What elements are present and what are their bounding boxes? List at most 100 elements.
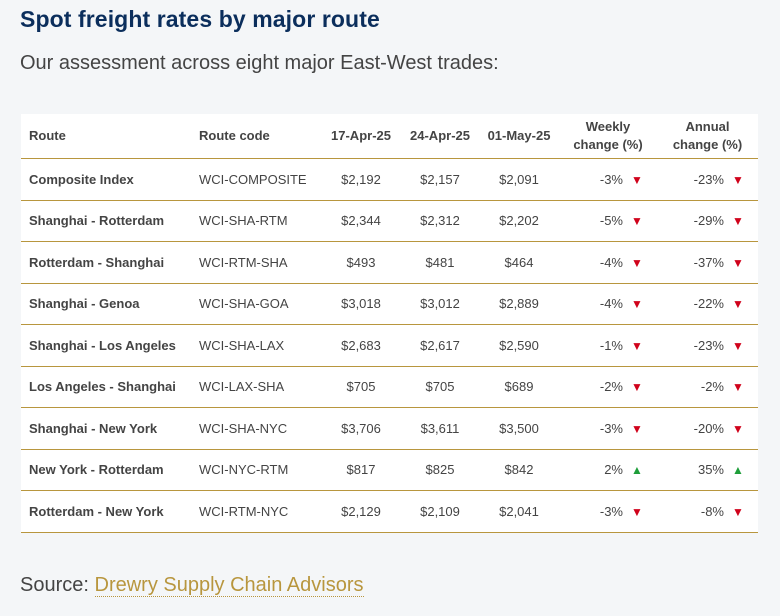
page-subtitle: Our assessment across eight major East-W… [20, 52, 499, 74]
weekly-change-cell: -5% ▼ [559, 200, 657, 242]
triangle-down-icon: ▼ [732, 380, 744, 395]
route-code-cell: WCI-SHA-NYC [193, 407, 321, 450]
rate-cell-date-2: $705 [401, 366, 479, 408]
rate-cell-date-2: $481 [401, 241, 479, 284]
annual-change-cell: -23% ▼ [657, 324, 758, 367]
table-body: Composite Index WCI-COMPOSITE $2,192 $2,157… [21, 158, 758, 533]
rate-cell-date-2: $2,617 [401, 324, 479, 367]
table-row: Shanghai - Rotterdam WCI-SHA-RTM $2,344 $2,… [21, 200, 758, 242]
page-title: Spot freight rates by major route [20, 6, 380, 32]
weekly-change-cell: -4% ▼ [559, 283, 657, 325]
rate-cell-date-3: $3,500 [479, 407, 559, 450]
route-cell: New York - Rotterdam [21, 449, 193, 491]
triangle-down-icon: ▼ [631, 504, 643, 519]
freight-rates-table-container: Route Route code 17-Apr-25 24-Apr-25 01-… [21, 114, 758, 533]
annual-change-value: -37% [693, 254, 724, 270]
triangle-down-icon: ▼ [631, 421, 643, 436]
weekly-change-value: -3% [599, 503, 623, 519]
table-row: Shanghai - Genoa WCI-SHA-GOA $3,018 $3,012 $… [21, 283, 758, 325]
weekly-change-cell: -3% ▼ [559, 158, 657, 201]
triangle-down-icon: ▼ [732, 255, 744, 270]
rate-cell-date-3: $2,590 [479, 324, 559, 367]
weekly-change-value: -4% [599, 254, 623, 270]
weekly-change-cell: -2% ▼ [559, 366, 657, 408]
annual-change-cell: -20% ▼ [657, 407, 758, 450]
route-cell: Rotterdam - New York [21, 490, 193, 533]
weekly-change-value: -5% [599, 213, 623, 229]
rate-cell-date-3: $689 [479, 366, 559, 408]
annual-change-value: -2% [700, 379, 724, 395]
annual-change-value: -20% [693, 420, 724, 436]
table-row: Los Angeles - Shanghai WCI-LAX-SHA $705 $70… [21, 366, 758, 408]
source-link[interactable]: Drewry Supply Chain Advisors [94, 574, 364, 597]
source-label: Source: [20, 574, 89, 596]
route-cell: Rotterdam - Shanghai [21, 241, 193, 284]
rate-cell-date-3: $2,041 [479, 490, 559, 533]
weekly-change-value: -2% [599, 379, 623, 395]
table-row: Composite Index WCI-COMPOSITE $2,192 $2,157… [21, 158, 758, 201]
rate-cell-date-2: $2,157 [401, 158, 479, 201]
table-row: Shanghai - Los Angeles WCI-SHA-LAX $2,683 $… [21, 324, 758, 367]
triangle-down-icon: ▼ [631, 172, 643, 187]
header-annual-line2: change (%) [672, 137, 743, 152]
annual-change-cell: -23% ▼ [657, 158, 758, 201]
annual-change-value: -23% [693, 171, 724, 187]
rate-cell-date-1: $3,706 [321, 407, 401, 450]
table-row: Rotterdam - Shanghai WCI-RTM-SHA $493 $481 $… [21, 241, 758, 284]
triangle-down-icon: ▼ [631, 297, 643, 312]
header-annual-change: Annual change (%) [657, 114, 758, 159]
freight-rates-table: Route Route code 17-Apr-25 24-Apr-25 01-… [21, 114, 758, 533]
weekly-change-cell: 2% ▲ [559, 449, 657, 491]
triangle-down-icon: ▼ [631, 214, 643, 229]
annual-change-cell: -8% ▼ [657, 490, 758, 533]
weekly-change-value: -1% [599, 337, 623, 353]
route-code-cell: WCI-SHA-LAX [193, 324, 321, 367]
weekly-change-cell: -4% ▼ [559, 241, 657, 284]
rate-cell-date-3: $2,889 [479, 283, 559, 325]
annual-change-cell: -22% ▼ [657, 283, 758, 325]
weekly-change-cell: -1% ▼ [559, 324, 657, 367]
triangle-down-icon: ▼ [631, 255, 643, 270]
route-cell: Shanghai - Los Angeles [21, 324, 193, 367]
header-weekly-line2: change (%) [573, 137, 643, 152]
triangle-down-icon: ▼ [732, 297, 744, 312]
header-date-2: 24-Apr-25 [401, 114, 479, 159]
rate-cell-date-2: $3,012 [401, 283, 479, 325]
weekly-change-value: -3% [599, 420, 623, 436]
route-code-cell: WCI-RTM-SHA [193, 241, 321, 284]
rate-cell-date-1: $3,018 [321, 283, 401, 325]
route-code-cell: WCI-COMPOSITE [193, 158, 321, 201]
rate-cell-date-1: $2,129 [321, 490, 401, 533]
weekly-change-cell: -3% ▼ [559, 490, 657, 533]
rate-cell-date-2: $2,312 [401, 200, 479, 242]
rate-cell-date-1: $705 [321, 366, 401, 408]
triangle-up-icon: ▲ [732, 463, 744, 478]
header-weekly-line1: Weekly [585, 119, 631, 134]
rate-cell-date-1: $2,344 [321, 200, 401, 242]
rate-cell-date-3: $2,091 [479, 158, 559, 201]
annual-change-cell: -2% ▼ [657, 366, 758, 408]
weekly-change-value: 2% [604, 462, 623, 478]
annual-change-cell: -29% ▼ [657, 200, 758, 242]
rate-cell-date-2: $3,611 [401, 407, 479, 450]
route-code-cell: WCI-SHA-GOA [193, 283, 321, 325]
table-row: Rotterdam - New York WCI-RTM-NYC $2,129 $2,… [21, 490, 758, 533]
rate-cell-date-3: $2,202 [479, 200, 559, 242]
triangle-down-icon: ▼ [732, 338, 744, 353]
header-annual-line1: Annual [685, 119, 730, 134]
weekly-change-value: -4% [599, 296, 623, 312]
route-code-cell: WCI-SHA-RTM [193, 200, 321, 242]
route-cell: Shanghai - Genoa [21, 283, 193, 325]
table-header: Route Route code 17-Apr-25 24-Apr-25 01-… [21, 114, 758, 159]
header-route-code: Route code [193, 114, 321, 159]
route-cell: Composite Index [21, 158, 193, 201]
source-line: Source: Drewry Supply Chain Advisors [20, 574, 364, 597]
triangle-down-icon: ▼ [732, 214, 744, 229]
route-code-cell: WCI-NYC-RTM [193, 449, 321, 491]
route-code-cell: WCI-LAX-SHA [193, 366, 321, 408]
weekly-change-value: -3% [599, 171, 623, 187]
rate-cell-date-3: $464 [479, 241, 559, 284]
annual-change-value: -23% [693, 337, 724, 353]
route-cell: Shanghai - Rotterdam [21, 200, 193, 242]
triangle-down-icon: ▼ [631, 338, 643, 353]
